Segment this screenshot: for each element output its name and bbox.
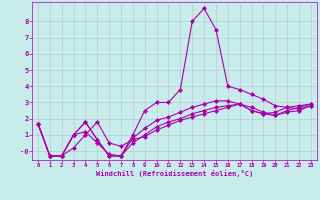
X-axis label: Windchill (Refroidissement éolien,°C): Windchill (Refroidissement éolien,°C) xyxy=(96,170,253,177)
